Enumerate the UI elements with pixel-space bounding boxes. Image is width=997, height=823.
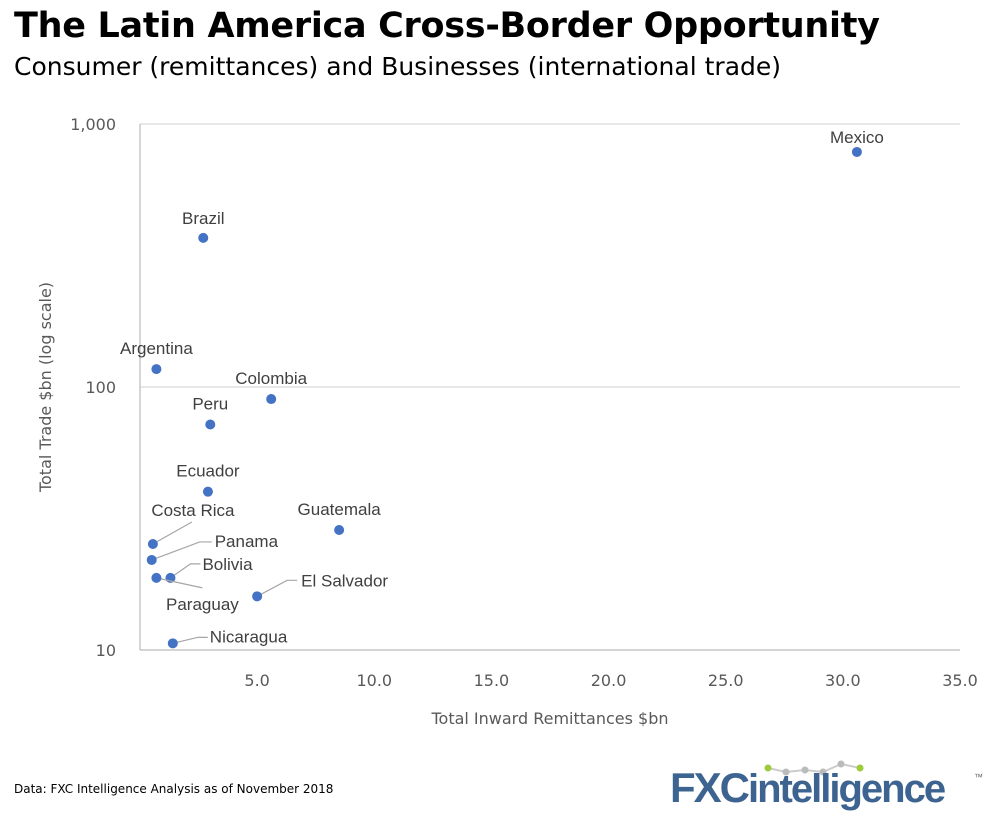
data-label: El Salvador [301,571,388,590]
x-tick-label: 30.0 [825,671,861,690]
y-tick-label: 100 [85,378,116,397]
logo-dot [819,768,827,776]
data-label: Colombia [235,369,307,388]
logo-dot [856,764,864,772]
data-point [198,232,209,243]
x-tick-label: 10.0 [356,671,392,690]
data-label: Mexico [830,128,884,147]
source-note: Data: FXC Intelligence Analysis as of No… [14,782,334,796]
data-point [266,394,277,405]
data-label: Brazil [182,209,225,228]
chart-subtitle: Consumer (remittances) and Businesses (i… [14,52,782,81]
leader-line [256,579,298,597]
leader-line [156,577,203,589]
data-point [151,572,162,583]
data-point [334,524,345,535]
data-label: Bolivia [202,555,253,574]
data-point [252,591,263,602]
data-label: Ecuador [176,462,240,481]
data-point [205,419,216,430]
leader-line [152,521,193,545]
data-label: Costa Rica [151,501,235,520]
x-tick-label: 5.0 [244,671,269,690]
data-label: Paraguay [166,595,239,614]
leader-line [172,636,208,644]
x-tick-label: 35.0 [942,671,978,690]
data-label: Panama [215,532,279,551]
x-tick-label: 25.0 [708,671,744,690]
data-label: Argentina [120,339,193,358]
logo-dot [801,766,809,774]
y-axis-label: Total Trade $bn (log scale) [36,282,55,493]
data-point [202,486,213,497]
x-axis-label: Total Inward Remittances $bn [430,709,668,728]
leader-line [151,541,212,561]
data-point [167,638,178,649]
data-point [151,364,162,375]
logo-dot [764,764,772,772]
x-tick-label: 15.0 [474,671,510,690]
data-point [147,538,158,549]
logo-dot [782,768,790,776]
logo-dot [837,760,845,768]
leader-line [170,563,201,579]
data-label: Guatemala [298,500,382,519]
y-tick-label: 1,000 [70,115,116,134]
data-label: Nicaragua [210,627,288,646]
data-point [851,146,862,157]
logo-text: FXCintelligence [670,764,945,811]
data-label: Peru [192,395,228,414]
logo-tm: ™ [974,772,983,782]
x-tick-label: 20.0 [591,671,627,690]
y-tick-label: 10 [96,641,116,660]
data-point [146,554,157,565]
chart-title: The Latin America Cross-Border Opportuni… [14,6,880,46]
fxc-intelligence-logo: FXCintelligence ™ [670,760,983,811]
